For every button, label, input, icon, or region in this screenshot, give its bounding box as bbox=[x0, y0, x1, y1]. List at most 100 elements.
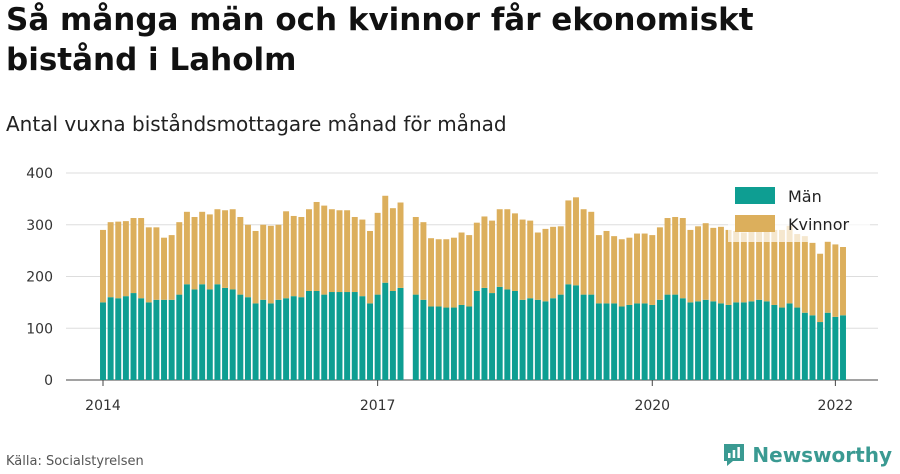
bar-men bbox=[107, 297, 114, 380]
bar-women bbox=[466, 235, 473, 307]
bar-women bbox=[359, 219, 366, 297]
bar-women bbox=[222, 210, 229, 288]
bar-women bbox=[321, 205, 328, 295]
bar-women bbox=[603, 230, 610, 304]
bar-women bbox=[252, 230, 259, 304]
bar-men bbox=[611, 303, 618, 380]
bar-men bbox=[565, 284, 572, 380]
bar-men bbox=[214, 284, 221, 380]
bar-women bbox=[717, 226, 724, 304]
bar-men bbox=[595, 303, 602, 380]
bar-men bbox=[161, 299, 168, 380]
bar-women bbox=[611, 236, 618, 304]
bar-men bbox=[115, 298, 122, 380]
bar-women bbox=[565, 200, 572, 285]
bar-women bbox=[382, 195, 389, 283]
bar-women bbox=[801, 236, 808, 313]
bar-women bbox=[725, 229, 732, 305]
bar-men bbox=[748, 301, 755, 380]
bar-women bbox=[489, 220, 496, 294]
bar-men bbox=[306, 290, 312, 380]
bar-women bbox=[504, 209, 511, 290]
bar-men bbox=[778, 307, 785, 380]
bar-women bbox=[557, 226, 564, 295]
bar-men bbox=[618, 306, 625, 380]
bar-women bbox=[145, 227, 152, 303]
bar-women bbox=[176, 222, 183, 295]
bar-women bbox=[351, 216, 358, 293]
bar-men bbox=[527, 298, 534, 380]
bar-women bbox=[740, 232, 747, 303]
bar-women bbox=[542, 228, 549, 302]
bar-women bbox=[100, 229, 106, 303]
bar-men bbox=[626, 304, 633, 380]
bar-women bbox=[817, 253, 824, 323]
bar-men bbox=[100, 302, 106, 380]
bar-women bbox=[527, 220, 534, 299]
bar-men bbox=[313, 290, 320, 380]
x-tick-label: 2014 bbox=[85, 398, 121, 414]
bar-men bbox=[504, 289, 511, 380]
bar-women bbox=[313, 201, 320, 291]
bar-men bbox=[252, 303, 259, 380]
bar-men bbox=[763, 301, 770, 380]
bar-men bbox=[809, 315, 816, 380]
bar-women bbox=[450, 237, 457, 308]
bar-men bbox=[580, 294, 587, 380]
brand-name: Newsworthy bbox=[752, 443, 892, 467]
bar-men bbox=[367, 303, 373, 380]
bar-men bbox=[229, 289, 236, 380]
brand-logo: Newsworthy bbox=[722, 442, 892, 468]
bar-men bbox=[550, 298, 557, 380]
bar-women bbox=[306, 209, 312, 291]
bar-women bbox=[115, 221, 122, 299]
bar-women bbox=[809, 242, 816, 316]
bar-men bbox=[168, 299, 175, 380]
bar-women bbox=[267, 225, 274, 304]
bar-women bbox=[290, 215, 297, 297]
bar-men bbox=[756, 299, 763, 380]
bar-women bbox=[458, 232, 465, 305]
bar-men bbox=[496, 286, 503, 380]
bar-men bbox=[450, 307, 457, 380]
bar-men bbox=[702, 299, 709, 380]
bar-men bbox=[260, 299, 267, 380]
bar-women bbox=[229, 209, 236, 290]
bar-men bbox=[687, 302, 694, 380]
bar-women bbox=[275, 224, 282, 300]
bar-men bbox=[298, 297, 305, 380]
bar-women bbox=[748, 231, 755, 302]
bar-men bbox=[466, 306, 473, 380]
bar-men bbox=[183, 284, 190, 380]
bar-men bbox=[267, 303, 274, 380]
bar-men bbox=[374, 294, 381, 380]
bar-men bbox=[794, 307, 801, 380]
x-tick-label: 2022 bbox=[818, 398, 854, 414]
bar-men bbox=[588, 294, 595, 380]
bar-women bbox=[420, 222, 427, 300]
bar-women bbox=[344, 210, 351, 293]
y-tick-label: 300 bbox=[26, 218, 53, 234]
bar-women bbox=[511, 213, 518, 291]
bar-women bbox=[130, 218, 137, 294]
bar-women bbox=[771, 229, 778, 305]
bar-men bbox=[771, 304, 778, 380]
bar-women bbox=[649, 235, 656, 305]
bar-men bbox=[656, 299, 663, 380]
bar-men bbox=[428, 306, 435, 380]
bar-men bbox=[786, 303, 793, 380]
bar-women bbox=[168, 235, 175, 300]
bar-men bbox=[351, 292, 358, 380]
bar-women bbox=[687, 229, 694, 303]
y-tick-label: 400 bbox=[26, 166, 53, 182]
bar-women bbox=[298, 216, 305, 298]
bar-women bbox=[412, 216, 419, 295]
bar-women bbox=[138, 218, 145, 299]
bar-men bbox=[321, 294, 328, 380]
bar-men bbox=[435, 306, 442, 380]
bar-women bbox=[634, 233, 640, 304]
bar-women bbox=[679, 218, 686, 299]
bar-men bbox=[328, 292, 335, 380]
bar-women bbox=[206, 214, 213, 290]
bar-women bbox=[840, 247, 846, 316]
